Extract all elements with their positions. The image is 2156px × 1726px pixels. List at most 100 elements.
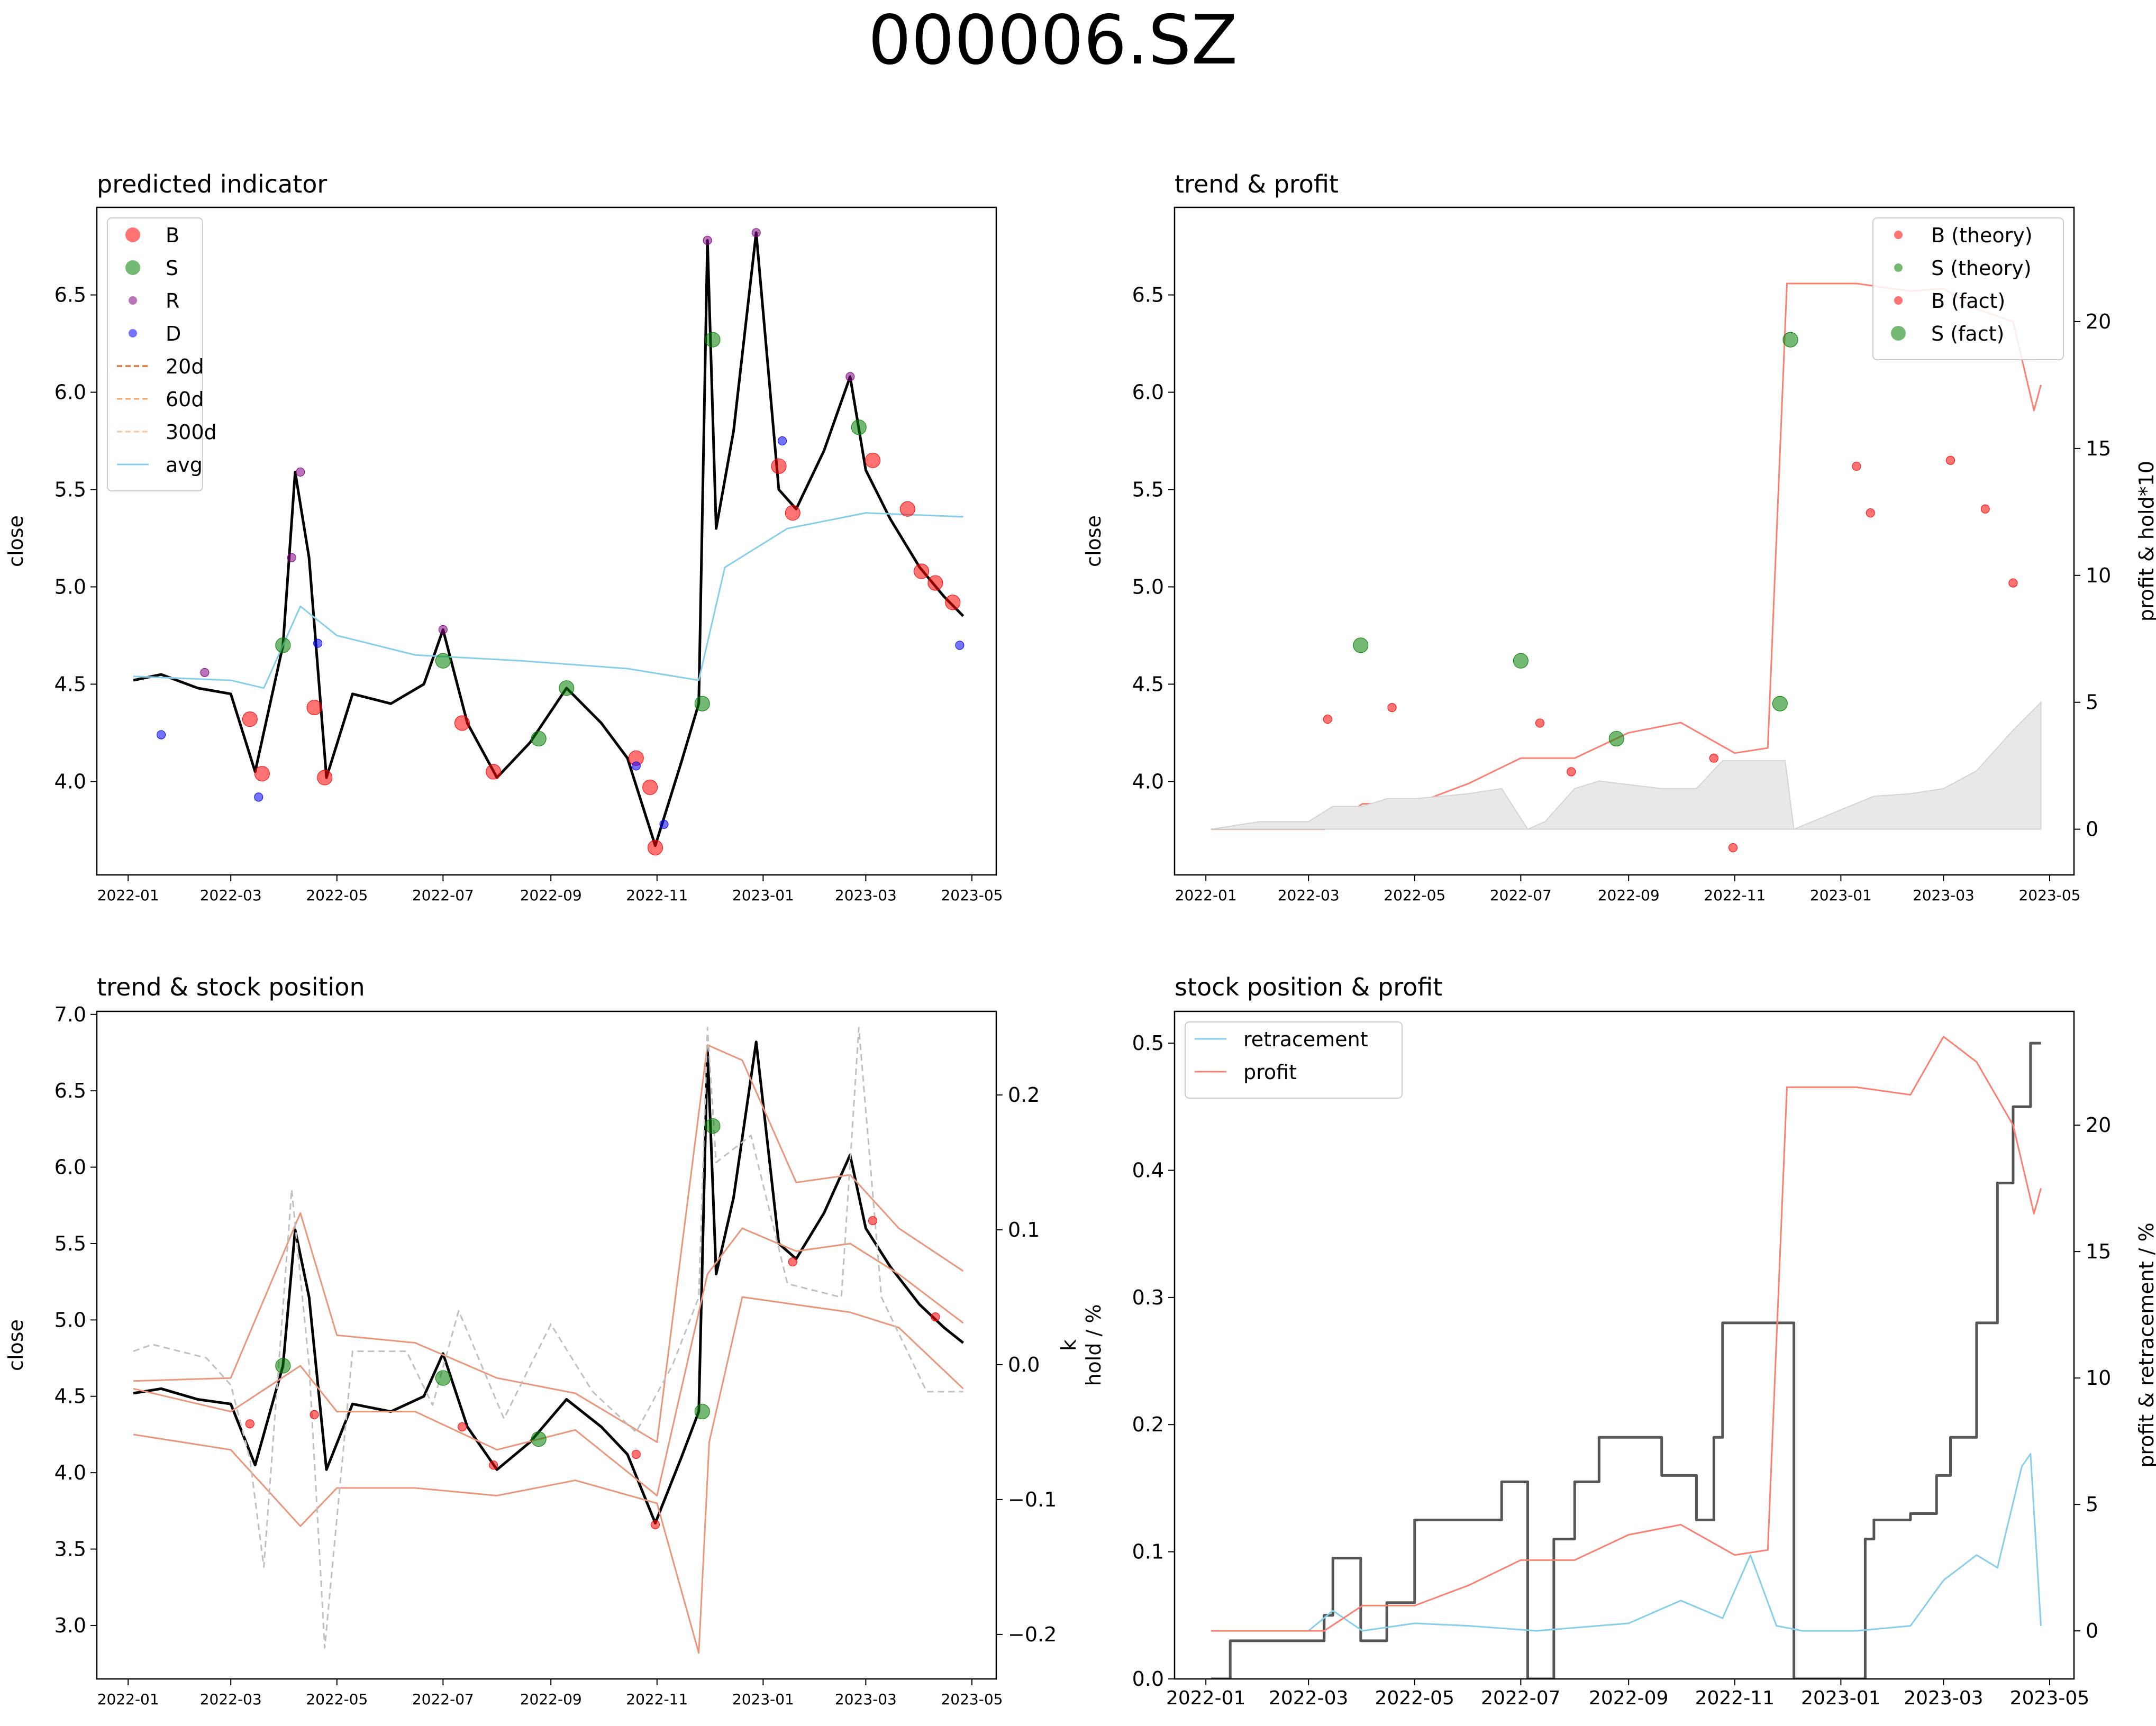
legend-marker bbox=[129, 296, 137, 305]
chart-title: trend & profit bbox=[1175, 170, 1339, 198]
marker-r bbox=[438, 625, 448, 634]
marker-r bbox=[751, 228, 761, 238]
y-tick-label: 4.5 bbox=[54, 672, 86, 696]
legend-label: S (fact) bbox=[1931, 322, 2004, 345]
legend-marker bbox=[125, 260, 140, 275]
y-tick-label: 5.5 bbox=[54, 1232, 86, 1255]
legend-label: 300d bbox=[166, 421, 217, 444]
marker-d bbox=[778, 436, 787, 446]
marker-b-fact- bbox=[868, 1216, 878, 1226]
legend-label: S (theory) bbox=[1931, 257, 2032, 280]
x-tick-label: 2022-07 bbox=[412, 1691, 474, 1708]
marker-b bbox=[242, 711, 258, 727]
legend bbox=[1185, 1021, 1403, 1099]
y2-tick-label: 10 bbox=[2086, 1366, 2111, 1390]
marker-b-fact- bbox=[1709, 753, 1718, 763]
series-line-k bbox=[133, 1027, 963, 1649]
series-line-hold bbox=[1211, 1042, 2041, 1679]
series-line-upper-band bbox=[133, 1044, 964, 1443]
x-tick-label: 2023-03 bbox=[1904, 1687, 1983, 1709]
series-line-profit bbox=[1211, 1036, 2042, 1632]
marker-s bbox=[705, 332, 721, 348]
marker-s-fact- bbox=[1513, 653, 1529, 669]
marker-b-fact- bbox=[1866, 508, 1875, 518]
y-axis-label: close bbox=[4, 515, 28, 567]
x-tick-label: 2022-03 bbox=[1269, 1687, 1348, 1709]
y2-tick-label: 0 bbox=[2086, 1619, 2098, 1642]
y2-tick-label: −0.2 bbox=[1008, 1623, 1057, 1646]
legend-label: B bbox=[166, 224, 179, 247]
marker-r bbox=[200, 668, 210, 677]
marker-d bbox=[631, 761, 641, 771]
chart-title: predicted indicator bbox=[97, 170, 327, 198]
marker-b bbox=[317, 770, 333, 786]
x-tick-label: 2022-09 bbox=[1598, 887, 1660, 904]
marker-s bbox=[559, 680, 575, 696]
y2-tick-label: 0.1 bbox=[1008, 1218, 1040, 1241]
legend-label: 60d bbox=[166, 388, 204, 411]
marker-s bbox=[435, 653, 451, 669]
axes-frame bbox=[96, 206, 997, 876]
y-axis-label: close bbox=[1082, 515, 1105, 567]
y-tick-label: 4.0 bbox=[54, 1461, 86, 1484]
legend-label: B (fact) bbox=[1931, 289, 2005, 313]
marker-b bbox=[771, 458, 787, 474]
marker-d bbox=[313, 638, 323, 648]
marker-s bbox=[694, 696, 710, 711]
x-tick-label: 2023-03 bbox=[835, 887, 897, 904]
x-tick-label: 2023-05 bbox=[2010, 1687, 2089, 1709]
y-tick-label: 6.5 bbox=[54, 1079, 86, 1102]
legend-marker bbox=[1894, 263, 1903, 272]
series-line-retracement bbox=[1211, 1453, 2042, 1632]
marker-b-fact- bbox=[489, 1460, 498, 1470]
chart-panel-1: predicted indicator 2022-01 2022-03 2022-05… bbox=[4, 170, 1003, 904]
marker-b-fact- bbox=[2008, 578, 2018, 588]
legend-marker bbox=[1891, 326, 1906, 341]
y-tick-label: 6.0 bbox=[54, 381, 86, 404]
y-tick-label: 5.0 bbox=[54, 575, 86, 598]
y2-tick-label: −0.1 bbox=[1008, 1488, 1057, 1511]
legend-marker bbox=[1894, 231, 1903, 239]
marker-b-fact- bbox=[1980, 504, 1990, 514]
plot-area bbox=[133, 228, 965, 855]
marker-r bbox=[845, 372, 855, 381]
y-tick-label: 6.5 bbox=[54, 284, 86, 307]
marker-b bbox=[785, 505, 800, 521]
x-tick-label: 2022-05 bbox=[1384, 887, 1445, 904]
series-line-close bbox=[133, 231, 965, 847]
marker-b-fact- bbox=[1729, 843, 1738, 852]
x-tick-label: 2022-07 bbox=[1490, 887, 1552, 904]
y2-tick-label: 0 bbox=[2086, 818, 2098, 841]
x-tick-label: 2023-05 bbox=[941, 887, 1003, 904]
y2-axis-label: profit & hold*10 bbox=[2135, 461, 2156, 622]
x-tick-label: 2022-05 bbox=[1375, 1687, 1454, 1709]
x-tick-label: 2023-05 bbox=[2018, 887, 2080, 904]
y2-tick-label: 15 bbox=[2086, 1240, 2111, 1263]
x-tick-label: 2022-11 bbox=[626, 887, 688, 904]
x-tick-label: 2022-11 bbox=[1695, 1687, 1775, 1709]
marker-b-fact- bbox=[458, 1422, 467, 1432]
y-tick-label: 3.5 bbox=[54, 1538, 86, 1561]
y2-axis-label: profit & retracement / % bbox=[2135, 1222, 2156, 1467]
marker-b-fact- bbox=[631, 1449, 641, 1459]
x-tick-label: 2022-11 bbox=[1704, 887, 1766, 904]
y-tick-label: 4.5 bbox=[1132, 672, 1164, 696]
series-line-avg bbox=[133, 512, 963, 689]
marker-b-fact- bbox=[245, 1419, 254, 1429]
marker-b-fact- bbox=[931, 1312, 940, 1322]
x-tick-label: 2022-07 bbox=[1481, 1687, 1560, 1709]
y2-tick-label: 5 bbox=[2086, 1493, 2098, 1516]
x-tick-label: 2023-03 bbox=[1913, 887, 1975, 904]
legend-label: retracement bbox=[1243, 1028, 1368, 1051]
plot-area bbox=[1211, 1036, 2042, 1679]
x-tick-label: 2022-03 bbox=[1278, 887, 1340, 904]
legend-label: 20d bbox=[166, 355, 204, 378]
marker-b bbox=[306, 700, 322, 716]
marker-b-fact- bbox=[310, 1410, 319, 1419]
x-tick-label: 2022-09 bbox=[1589, 1687, 1668, 1709]
marker-d bbox=[254, 792, 263, 802]
x-tick-label: 2022-05 bbox=[306, 1691, 368, 1708]
legend-label: avg bbox=[166, 453, 203, 477]
